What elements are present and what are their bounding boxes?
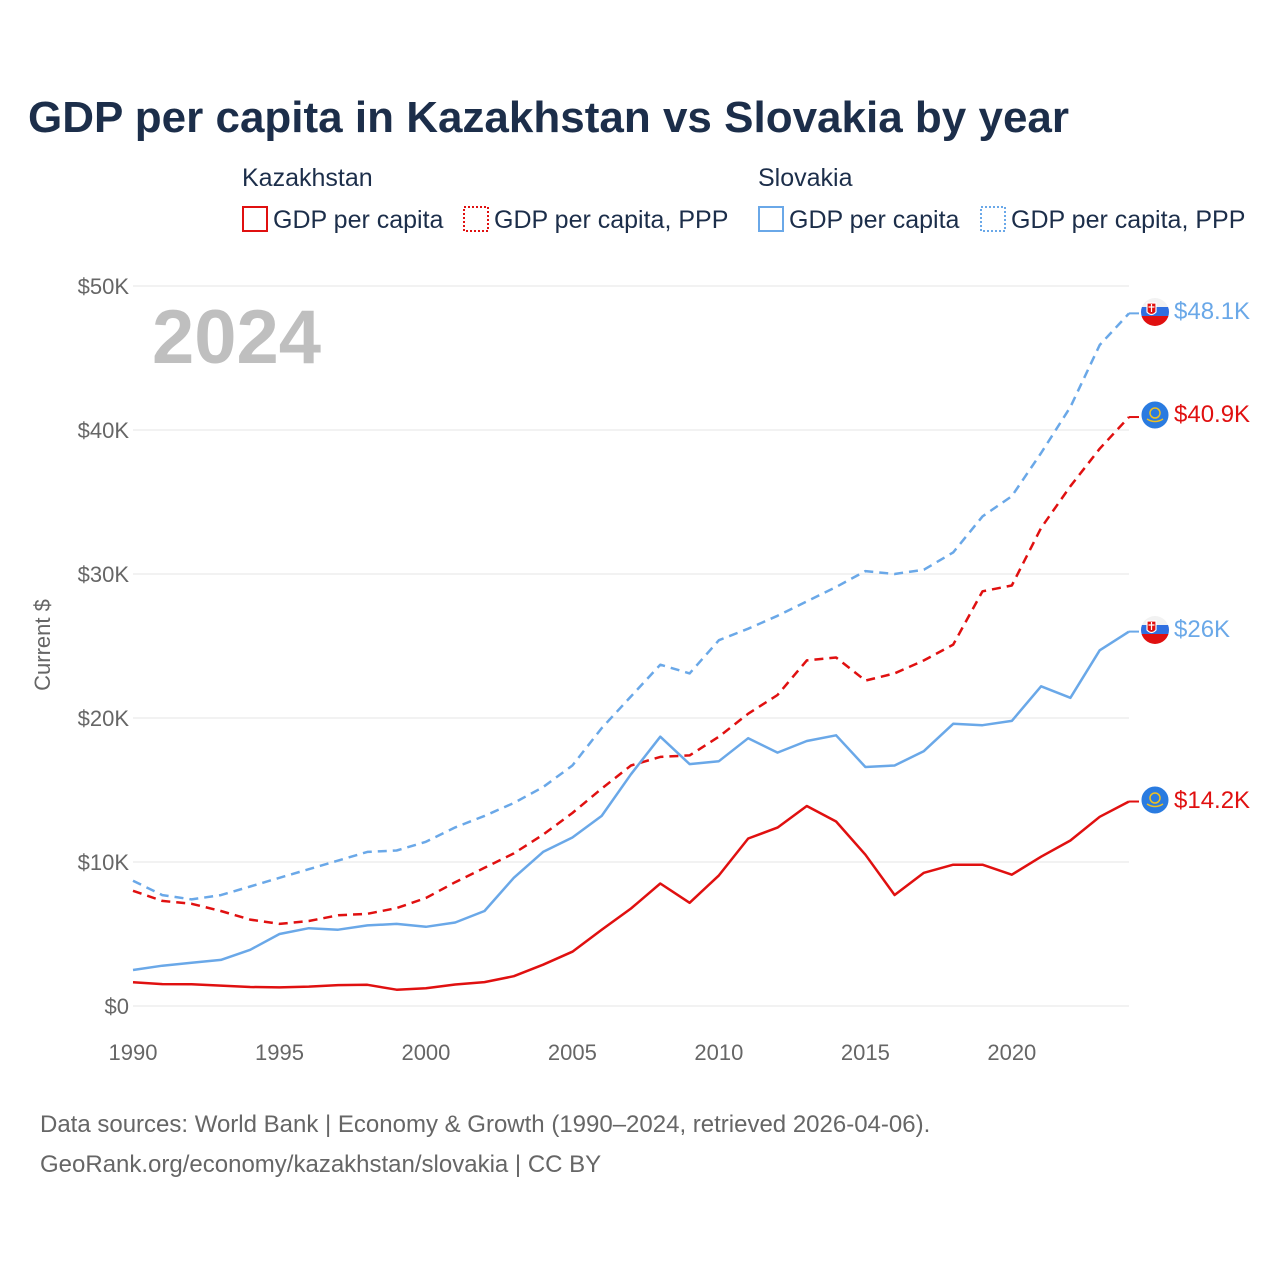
x-tick-label: 2000 [401, 1040, 450, 1065]
legend-group-kazakhstan: Kazakhstan [242, 164, 373, 192]
series-line-kazakhstan-ppp [132, 416, 1130, 926]
end-label-slovakia-gdp: $26K [1174, 616, 1230, 643]
y-axis-label: Current $ [30, 599, 55, 691]
legend-label-kazakhstan-ppp: GDP per capita, PPP [494, 206, 728, 234]
data-sources-note: Data sources: World Bank | Economy & Gro… [40, 1111, 930, 1138]
x-axis-ticks: 1990 1995 2000 2005 2010 2015 2020 [109, 1040, 1037, 1065]
x-tick-label: 2020 [987, 1040, 1036, 1065]
kazakhstan-flag-icon [1140, 785, 1170, 815]
chart-title: GDP per capita in Kazakhstan vs Slovakia… [28, 93, 1069, 142]
y-tick-label: $10K [78, 850, 130, 875]
credit-link[interactable]: GeoRank.org/economy/kazakhstan/slovakia … [40, 1151, 601, 1178]
legend: Kazakhstan Slovakia GDP per capita GDP p… [242, 164, 1245, 234]
x-tick-label: 2005 [548, 1040, 597, 1065]
y-axis-ticks: $0 $10K $20K $30K $40K $50K [78, 274, 130, 1019]
series-line-slovakia-gdp [132, 630, 1130, 972]
grid-lines [133, 285, 1129, 1007]
end-label-slovakia-ppp: $48.1K [1174, 298, 1250, 325]
legend-item-kazakhstan-gdp[interactable]: GDP per capita [242, 206, 444, 234]
y-tick-label: $20K [78, 706, 130, 731]
series-line-slovakia-ppp [132, 312, 1130, 901]
legend-swatch-slovakia-ppp [980, 206, 1006, 232]
y-tick-label: $0 [105, 994, 129, 1019]
x-tick-label: 2015 [841, 1040, 890, 1065]
legend-item-slovakia-gdp[interactable]: GDP per capita [758, 206, 960, 234]
legend-label-slovakia-gdp: GDP per capita [789, 206, 960, 234]
slovakia-flag-icon [1141, 616, 1169, 644]
y-tick-label: $30K [78, 562, 130, 587]
y-tick-label: $40K [78, 418, 130, 443]
slovakia-flag-icon [1141, 298, 1169, 326]
end-label-kazakhstan-gdp: $14.2K [1174, 787, 1250, 814]
legend-label-kazakhstan-gdp: GDP per capita [273, 206, 444, 234]
end-label-kazakhstan-ppp: $40.9K [1174, 401, 1250, 428]
y-tick-label: $50K [78, 274, 130, 299]
current-year-label: 2024 [152, 295, 321, 380]
legend-item-slovakia-ppp[interactable]: GDP per capita, PPP [980, 206, 1245, 234]
legend-swatch-kazakhstan-gdp [242, 206, 268, 232]
x-tick-label: 2010 [694, 1040, 743, 1065]
series-lines [132, 312, 1139, 991]
legend-label-slovakia-ppp: GDP per capita, PPP [1011, 206, 1245, 234]
x-tick-label: 1995 [255, 1040, 304, 1065]
legend-group-slovakia: Slovakia [758, 164, 853, 192]
series-line-kazakhstan-gdp [132, 800, 1130, 991]
legend-item-kazakhstan-ppp[interactable]: GDP per capita, PPP [463, 206, 728, 234]
kazakhstan-flag-icon [1140, 400, 1170, 430]
x-tick-label: 1990 [109, 1040, 158, 1065]
legend-swatch-kazakhstan-ppp [463, 206, 489, 232]
legend-swatch-slovakia-gdp [758, 206, 784, 232]
